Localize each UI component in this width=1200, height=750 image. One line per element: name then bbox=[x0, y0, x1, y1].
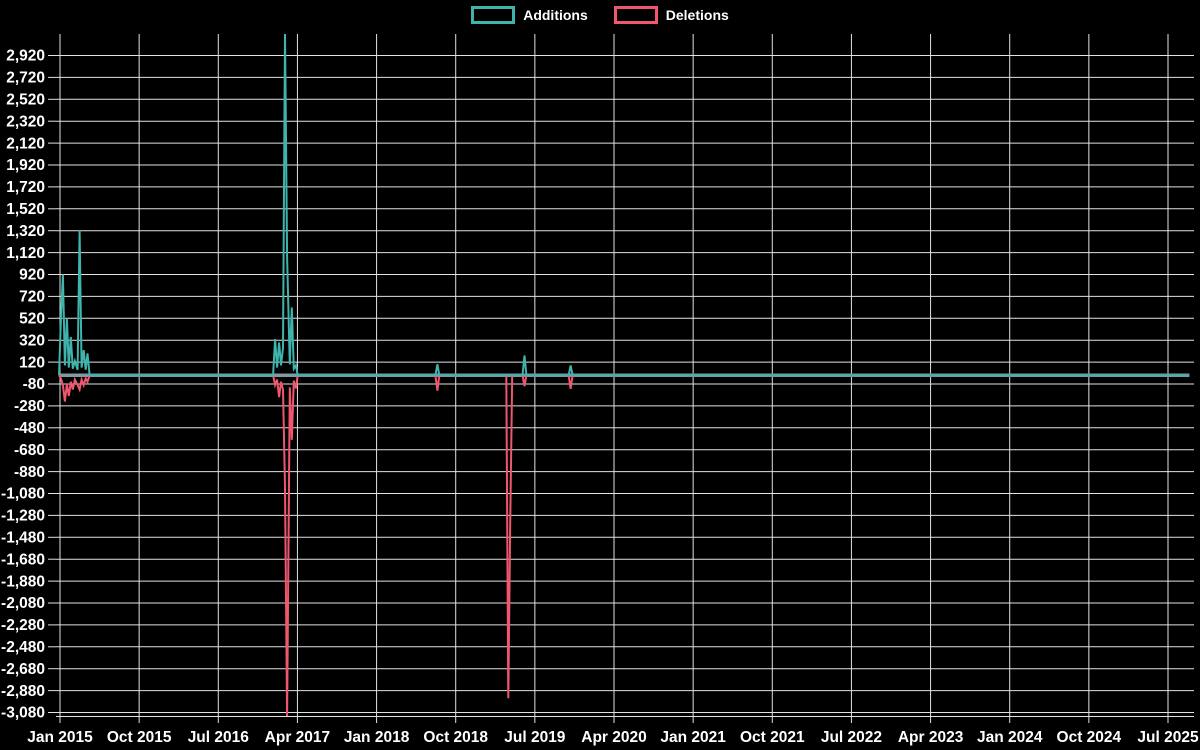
y-tick-label: 1,520 bbox=[6, 201, 45, 218]
x-tick-label: Oct 2024 bbox=[1057, 729, 1122, 746]
deletions-legend-label: Deletions bbox=[665, 7, 729, 23]
y-tick-label: -80 bbox=[23, 376, 45, 393]
y-tick-label: 920 bbox=[19, 267, 45, 284]
y-tick-label: 520 bbox=[19, 311, 45, 328]
y-tick-label: 720 bbox=[19, 289, 45, 306]
x-tick-label: Oct 2021 bbox=[740, 729, 805, 746]
y-tick-label: 1,920 bbox=[6, 157, 45, 174]
x-tick-label: Apr 2020 bbox=[581, 729, 646, 746]
y-tick-label: -2,680 bbox=[1, 661, 45, 678]
y-tick-label: 1,720 bbox=[6, 179, 45, 196]
y-tick-label: -2,280 bbox=[1, 617, 45, 634]
x-tick-label: Jul 2025 bbox=[1137, 729, 1199, 746]
legend-item-deletions[interactable]: Deletions bbox=[613, 6, 729, 24]
y-tick-label: -1,480 bbox=[1, 530, 45, 547]
x-tick-label: Jan 2024 bbox=[977, 729, 1043, 746]
x-tick-label: Jan 2015 bbox=[27, 729, 93, 746]
x-tick-label: Jul 2016 bbox=[188, 729, 250, 746]
y-tick-label: -1,680 bbox=[1, 551, 45, 568]
y-tick-label: 2,320 bbox=[6, 113, 45, 130]
y-tick-label: 320 bbox=[19, 332, 45, 349]
y-tick-label: 2,920 bbox=[6, 48, 45, 65]
y-tick-label: -880 bbox=[14, 464, 45, 481]
y-tick-label: 2,520 bbox=[6, 92, 45, 109]
y-tick-label: -480 bbox=[14, 420, 45, 437]
x-tick-label: Apr 2023 bbox=[898, 729, 964, 746]
x-tick-label: Jul 2022 bbox=[821, 729, 882, 746]
y-tick-label: -680 bbox=[14, 442, 45, 459]
x-tick-label: Jan 2021 bbox=[660, 729, 726, 746]
y-tick-label: 120 bbox=[19, 354, 45, 371]
y-tick-label: -2,880 bbox=[1, 683, 45, 700]
x-tick-label: Oct 2015 bbox=[107, 729, 172, 746]
x-tick-label: Apr 2017 bbox=[265, 729, 330, 746]
y-tick-label: 2,120 bbox=[6, 135, 45, 152]
y-tick-label: 1,320 bbox=[6, 223, 45, 240]
legend: Additions Deletions bbox=[0, 6, 1200, 24]
y-tick-label: 1,120 bbox=[6, 245, 45, 262]
deletions-line bbox=[58, 374, 1190, 716]
y-tick-label: -3,080 bbox=[1, 705, 45, 722]
y-tick-label: -1,880 bbox=[1, 573, 45, 590]
additions-line bbox=[58, 34, 1190, 377]
y-tick-label: 2,720 bbox=[6, 70, 45, 87]
y-tick-label: -1,280 bbox=[1, 508, 45, 525]
x-tick-label: Jan 2018 bbox=[344, 729, 410, 746]
x-tick-label: Oct 2018 bbox=[423, 729, 488, 746]
y-tick-label: -2,080 bbox=[1, 595, 45, 612]
y-tick-label: -2,480 bbox=[1, 639, 45, 656]
series-group bbox=[58, 34, 1190, 716]
y-tick-label: -1,080 bbox=[1, 486, 45, 503]
additions-legend-label: Additions bbox=[523, 7, 588, 23]
deletions-swatch-icon bbox=[613, 6, 658, 24]
legend-item-additions[interactable]: Additions bbox=[471, 6, 588, 24]
x-tick-label: Jul 2019 bbox=[504, 729, 566, 746]
y-tick-label: -280 bbox=[14, 398, 45, 415]
additions-swatch-icon bbox=[471, 6, 516, 24]
